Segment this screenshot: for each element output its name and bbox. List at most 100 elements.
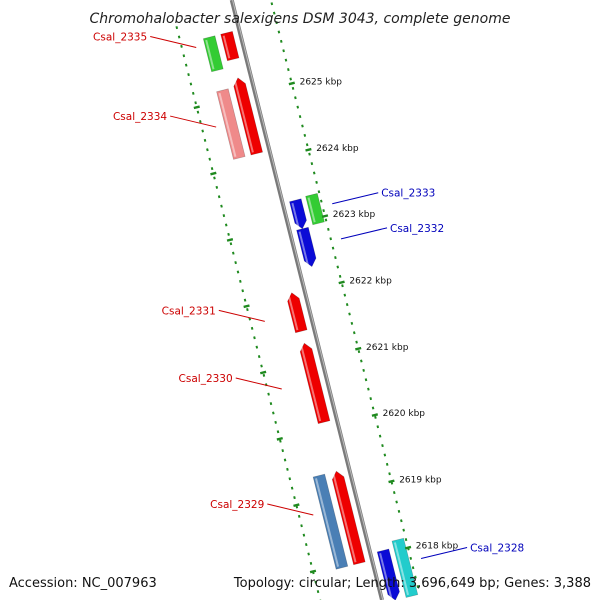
minor-tick <box>333 247 334 250</box>
minor-tick <box>394 491 395 494</box>
minor-tick <box>216 186 217 189</box>
gene-label: Csal_2333 <box>381 188 435 200</box>
minor-tick <box>179 36 180 39</box>
major-tick <box>277 438 283 439</box>
minor-tick <box>304 134 305 137</box>
minor-tick <box>283 50 284 53</box>
minor-tick <box>221 205 222 208</box>
minor-tick <box>342 285 343 288</box>
minor-tick <box>272 3 273 6</box>
minor-tick <box>413 567 414 570</box>
minor-tick <box>278 431 279 434</box>
label-layer: Csal_2335 Csal_2334 Csal_2333 Csal_2332 Csal… <box>93 32 524 559</box>
minor-tick <box>212 167 213 170</box>
minor-tick <box>242 290 243 293</box>
ruler-label: 2622 kbp <box>349 277 392 287</box>
minor-tick <box>281 40 282 43</box>
minor-tick <box>247 308 248 311</box>
minor-tick <box>380 435 381 438</box>
ruler-label: 2625 kbp <box>300 78 343 88</box>
minor-tick <box>326 219 327 222</box>
minor-tick <box>184 55 185 58</box>
minor-tick <box>193 92 194 95</box>
minor-tick <box>279 31 280 34</box>
minor-tick <box>214 177 215 180</box>
minor-tick <box>294 496 295 499</box>
minor-tick <box>368 388 369 391</box>
accession-text: Accession: NC_007963 <box>9 576 157 591</box>
minor-tick <box>337 266 338 269</box>
minor-tick <box>335 256 336 259</box>
minor-tick <box>254 337 255 340</box>
gene-leader-line <box>150 36 196 47</box>
minor-tick <box>264 374 265 377</box>
gene-leader-line <box>332 193 378 204</box>
minor-tick <box>301 525 302 528</box>
gene-label: Csal_2335 <box>93 32 147 44</box>
minor-tick <box>370 397 371 400</box>
minor-tick <box>302 125 303 128</box>
major-tick <box>355 348 361 349</box>
major-tick <box>389 481 395 482</box>
minor-tick <box>181 45 182 48</box>
minor-tick <box>307 144 308 147</box>
minor-tick <box>309 153 310 156</box>
minor-tick <box>323 209 324 212</box>
minor-tick <box>361 360 362 363</box>
minor-tick <box>219 196 220 199</box>
minor-tick <box>403 529 404 532</box>
major-tick <box>260 372 266 373</box>
minor-tick <box>240 280 241 283</box>
minor-tick <box>311 562 312 565</box>
minor-tick <box>245 299 246 302</box>
gene-leader-line <box>170 116 216 127</box>
minor-tick <box>226 224 227 227</box>
gene-leader-line <box>341 228 387 239</box>
major-tick <box>322 215 328 216</box>
minor-tick <box>340 275 341 278</box>
minor-tick <box>286 59 287 62</box>
gene-label: Csal_2330 <box>179 373 233 385</box>
minor-tick <box>233 252 234 255</box>
minor-tick <box>373 407 374 410</box>
minor-tick <box>231 243 232 246</box>
minor-tick <box>280 440 281 443</box>
minor-tick <box>345 294 346 297</box>
gene-label: Csal_2328 <box>470 543 524 555</box>
ruler-label: 2619 kbp <box>399 475 442 485</box>
minor-tick <box>195 102 196 105</box>
gene-label: Csal_2331 <box>162 305 216 317</box>
minor-tick <box>410 557 411 560</box>
major-tick <box>306 149 312 150</box>
ruler-label: 2624 kbp <box>316 144 359 154</box>
gene-label: Csal_2334 <box>113 111 167 123</box>
ruler-label: 2621 kbp <box>366 343 409 353</box>
minor-tick <box>356 341 357 344</box>
minor-tick <box>304 534 305 537</box>
minor-tick <box>293 87 294 90</box>
minor-tick <box>385 454 386 457</box>
minor-tick <box>295 97 296 100</box>
minor-tick <box>314 172 315 175</box>
minor-tick <box>228 233 229 236</box>
minor-tick <box>202 130 203 133</box>
minor-tick <box>316 181 317 184</box>
minor-tick <box>352 322 353 325</box>
minor-tick <box>205 139 206 142</box>
major-tick <box>372 414 378 415</box>
gene-label: Csal_2332 <box>390 223 444 235</box>
major-tick <box>339 282 345 283</box>
minor-tick <box>273 412 274 415</box>
minor-tick <box>200 120 201 123</box>
minor-tick <box>354 332 355 335</box>
minor-tick <box>389 473 390 476</box>
ruler-label: 2620 kbp <box>383 409 426 419</box>
minor-tick <box>312 162 313 165</box>
minor-tick <box>224 214 225 217</box>
major-tick <box>293 504 299 505</box>
minor-tick <box>377 426 378 429</box>
minor-tick <box>347 303 348 306</box>
ruler-label: 2623 kbp <box>333 210 376 220</box>
